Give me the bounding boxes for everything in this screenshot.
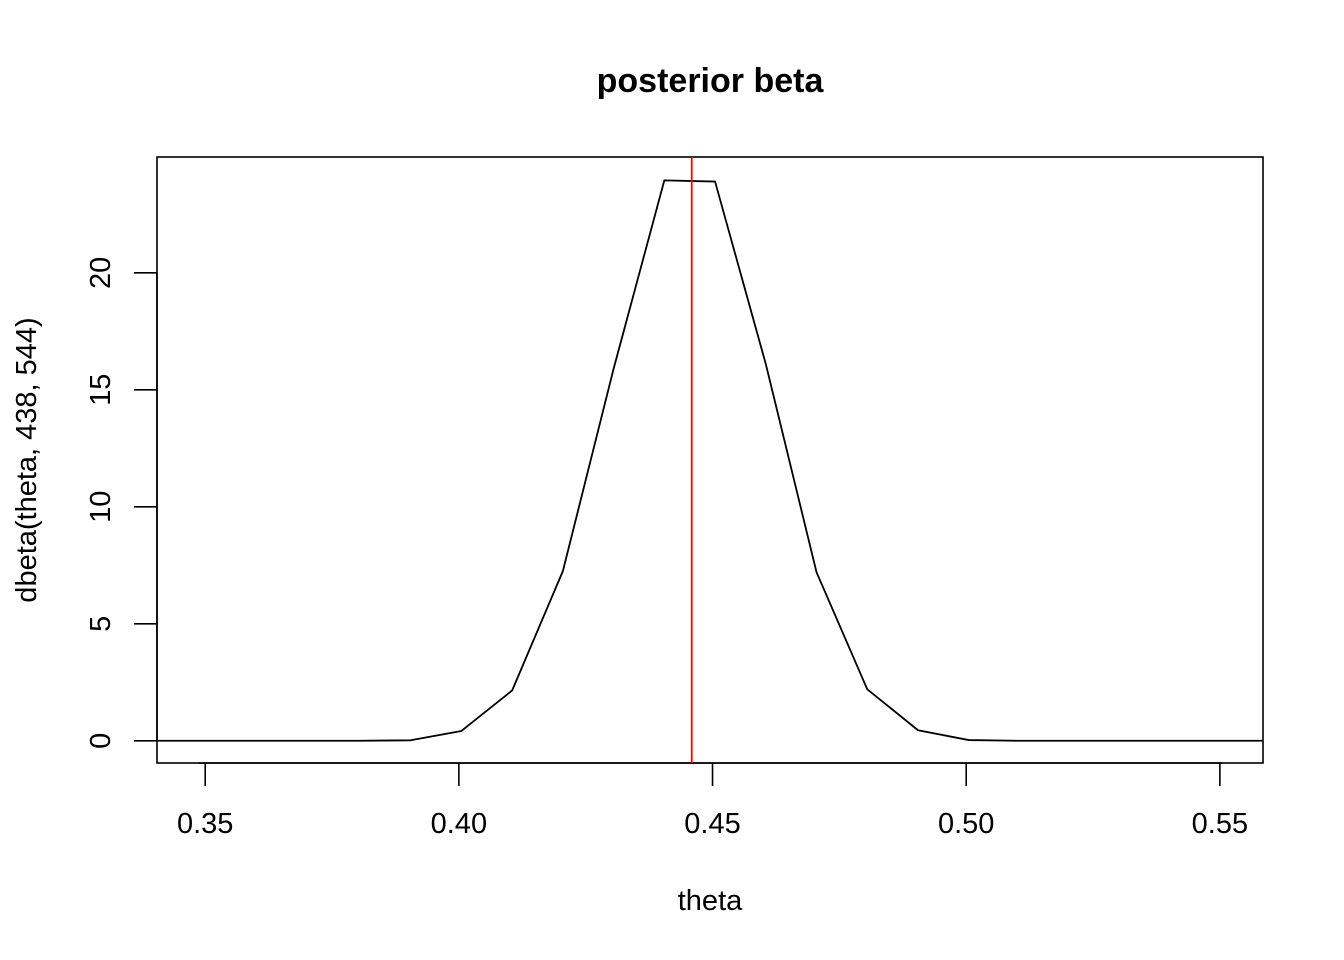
x-tick-label: 0.35 bbox=[177, 808, 233, 840]
y-tick-label: 5 bbox=[85, 616, 117, 632]
x-tick-label: 0.40 bbox=[431, 808, 487, 840]
y-tick-label: 10 bbox=[85, 491, 117, 523]
y-ticks: 0 5 10 15 20 bbox=[85, 257, 157, 749]
x-tick-label: 0.50 bbox=[938, 808, 994, 840]
x-tick-label: 0.45 bbox=[684, 808, 740, 840]
x-axis-label: theta bbox=[678, 885, 743, 917]
y-axis: 0 5 10 15 20 bbox=[85, 257, 158, 749]
series-line bbox=[157, 179, 1263, 742]
y-tick-label: 20 bbox=[85, 257, 117, 289]
x-axis: 0.35 0.40 0.45 0.50 0.55 bbox=[177, 762, 1248, 840]
x-ticks: 0.35 0.40 0.45 0.50 0.55 bbox=[177, 763, 1248, 840]
chart-title: posterior beta bbox=[597, 62, 825, 100]
series-layer bbox=[157, 179, 1263, 742]
y-tick-label: 15 bbox=[85, 374, 117, 406]
plot-box bbox=[156, 156, 1264, 764]
y-tick-label: 0 bbox=[85, 733, 117, 749]
y-axis-label: dbeta(theta, 438, 544) bbox=[11, 317, 43, 602]
x-tick-label: 0.55 bbox=[1192, 808, 1248, 840]
